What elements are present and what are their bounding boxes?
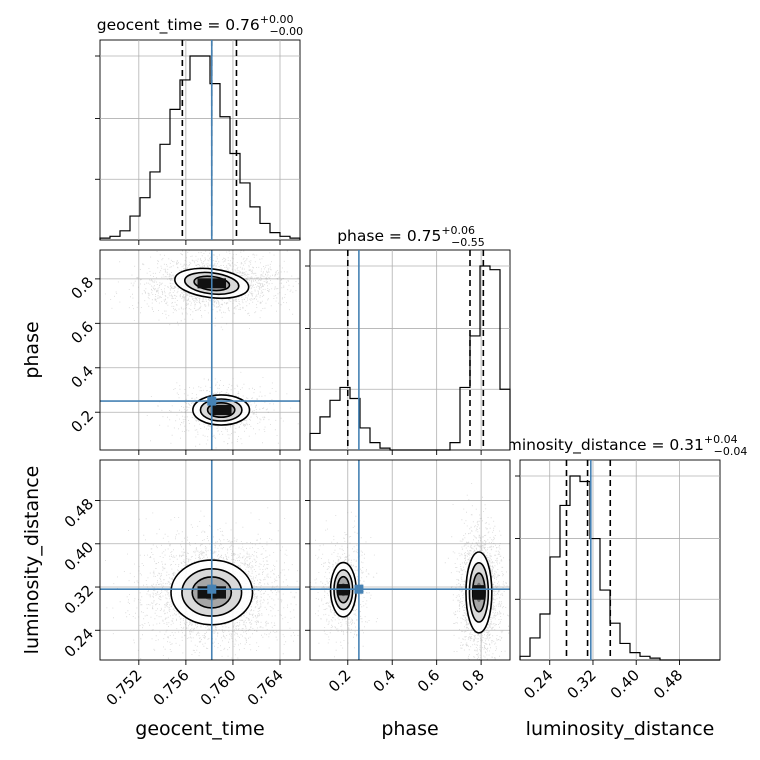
y-tick-label: 0.6 xyxy=(67,318,97,348)
histogram-panel-luminosity_distance xyxy=(515,459,721,665)
truth-marker xyxy=(354,584,364,594)
y-tick-label: 0.4 xyxy=(67,362,97,392)
y-tick-label: 0.40 xyxy=(61,538,97,574)
density-peak xyxy=(210,405,232,415)
title-luminosity-distance: luminosity_distance = 0.31+0.04 −0.04 xyxy=(493,433,748,458)
x-tick-label: 0.32 xyxy=(563,666,599,702)
xlabel-phase: phase xyxy=(381,718,438,740)
histogram-panel-geocent_time xyxy=(95,39,301,245)
scatter-panel-phase-vs-luminosity_distance xyxy=(305,459,511,665)
y-tick-label: 0.2 xyxy=(67,407,97,437)
scatter-panel-geocent_time-vs-luminosity_distance xyxy=(95,459,301,665)
histogram-step xyxy=(309,265,511,451)
histogram-panel-phase xyxy=(305,249,511,455)
panel-frame xyxy=(99,249,301,451)
y-tick-label: 0.8 xyxy=(67,273,97,303)
panel-frame xyxy=(309,459,511,661)
x-tick-label: 0.764 xyxy=(244,666,287,709)
title-geocent-time: geocent_time = 0.76+0.00 −0.00 xyxy=(97,13,303,38)
panel-background xyxy=(100,460,300,660)
xlabel-luminosity-distance: luminosity_distance xyxy=(526,718,715,740)
xlabel-geocent-time: geocent_time xyxy=(135,718,264,740)
panel-frame xyxy=(99,459,301,661)
x-tick-label: 0.756 xyxy=(150,666,193,709)
sample-points xyxy=(104,250,299,450)
ylabel-phase: phase xyxy=(21,321,43,378)
y-tick-labels-luminosity_distance: 0.24 0.32 0.40 0.48 xyxy=(61,495,97,661)
panel-frame xyxy=(99,39,301,241)
y-tick-label: 0.32 xyxy=(61,581,97,617)
x-tick-labels-luminosity_distance: 0.24 0.32 0.40 0.48 xyxy=(520,666,686,702)
histogram-step xyxy=(99,55,301,240)
x-tick-label: 0.2 xyxy=(325,666,355,696)
histogram-step xyxy=(519,475,720,661)
x-tick-label: 0.24 xyxy=(520,666,556,702)
truth-marker xyxy=(207,396,217,406)
density-peak xyxy=(472,585,485,600)
y-tick-label: 0.24 xyxy=(61,625,97,661)
x-tick-label: 0.752 xyxy=(103,666,146,709)
x-tick-label: 0.4 xyxy=(369,666,399,696)
truth-marker xyxy=(207,584,217,594)
x-tick-label: 0.8 xyxy=(458,666,488,696)
x-tick-labels-phase: 0.2 0.4 0.6 0.8 xyxy=(325,666,488,696)
title-phase: phase = 0.75+0.06 −0.55 xyxy=(337,224,485,249)
x-tick-labels-geocent_time: 0.752 0.756 0.760 0.764 xyxy=(103,666,287,709)
x-tick-label: 0.40 xyxy=(607,666,643,702)
y-tick-labels-phase: 0.2 0.4 0.6 0.8 xyxy=(67,273,97,436)
x-tick-label: 0.6 xyxy=(414,666,444,696)
panel-frame xyxy=(309,249,511,451)
x-tick-label: 0.48 xyxy=(650,666,686,702)
scatter-panel-geocent_time-vs-phase xyxy=(95,249,301,455)
y-tick-label: 0.48 xyxy=(61,495,97,531)
x-tick-label: 0.760 xyxy=(197,666,240,709)
ylabel-luminosity-distance: luminosity_distance xyxy=(21,466,43,655)
